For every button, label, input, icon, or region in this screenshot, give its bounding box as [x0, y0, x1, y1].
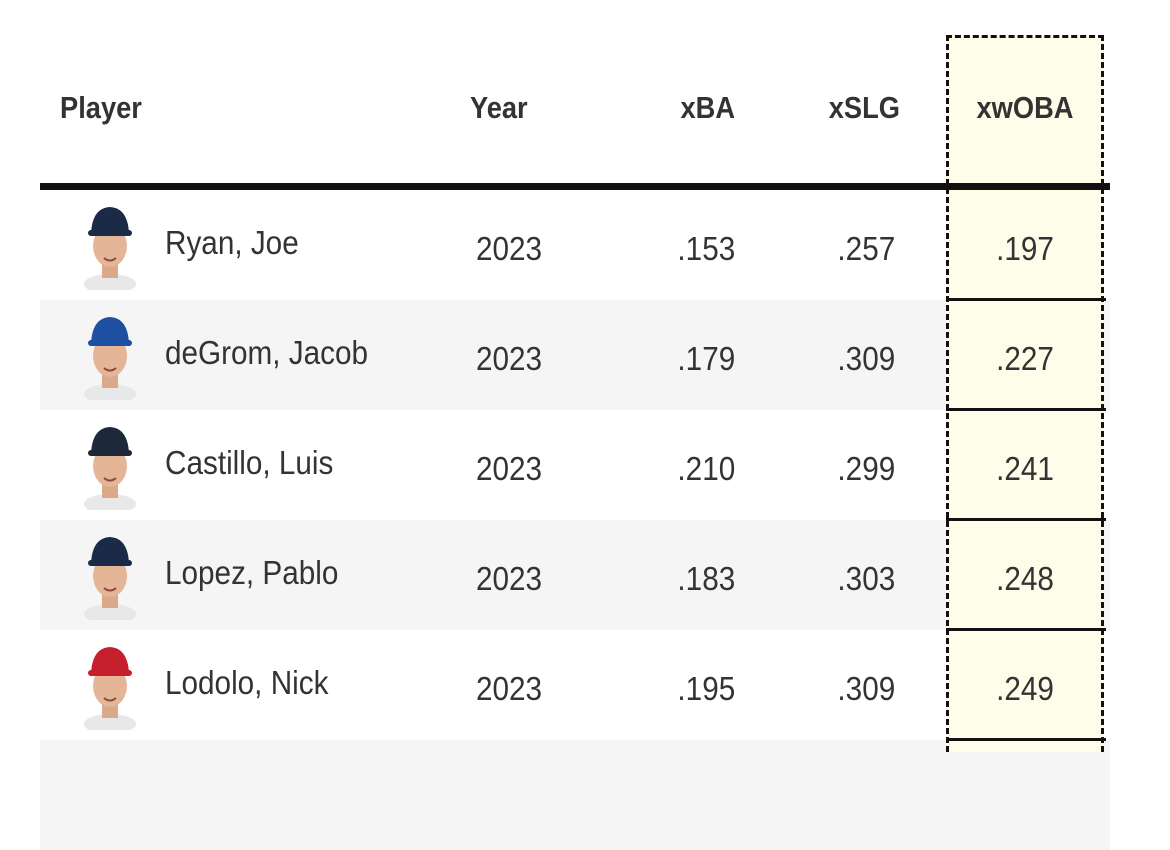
- year: 2023: [476, 340, 543, 377]
- player-photo: [84, 647, 136, 730]
- player-name: Castillo, Luis: [165, 444, 334, 481]
- player-photo: [84, 427, 136, 510]
- row-rule: [946, 628, 1106, 631]
- xwoba: .248: [996, 560, 1054, 597]
- player-name: Ryan, Joe: [165, 224, 299, 261]
- xwoba: .227: [996, 340, 1054, 377]
- highlight-column: [946, 35, 1104, 752]
- xba: .183: [677, 560, 735, 597]
- xba: .179: [677, 340, 735, 377]
- header-player: Player: [60, 90, 142, 125]
- header-rule: [40, 183, 1110, 190]
- year: 2023: [476, 670, 543, 707]
- header-xslg: xSLG: [828, 90, 900, 125]
- xslg: .309: [837, 670, 895, 707]
- header-year: Year: [470, 90, 528, 125]
- xslg: .303: [837, 560, 895, 597]
- row-rule: [946, 738, 1106, 741]
- player-name: deGrom, Jacob: [165, 334, 369, 371]
- row-rule: [946, 518, 1106, 521]
- row-bg: [40, 410, 1110, 520]
- xba: .195: [677, 670, 735, 707]
- xba: .210: [677, 450, 735, 487]
- row-bg: [40, 520, 1110, 630]
- player-photo: [84, 207, 136, 290]
- xba: .153: [677, 230, 735, 267]
- xwoba: .197: [996, 230, 1054, 267]
- header-xwoba: xwOBA: [976, 90, 1074, 125]
- xwoba: .241: [996, 450, 1054, 487]
- player-name: Lopez, Pablo: [165, 554, 339, 591]
- row-rule: [946, 408, 1106, 411]
- row-bg: [40, 190, 1110, 300]
- year: 2023: [476, 230, 543, 267]
- page: Player Year xBA xSLG xwOBA (() => { cons…: [40, 35, 1110, 752]
- row-bg: [40, 300, 1110, 410]
- player-name: Lodolo, Nick: [165, 664, 329, 701]
- player-photo: [84, 537, 136, 620]
- row-rule: [946, 298, 1106, 301]
- year: 2023: [476, 560, 543, 597]
- xslg: .299: [837, 450, 895, 487]
- player-photo: [84, 317, 136, 400]
- xwoba: .249: [996, 670, 1054, 707]
- row-bg: [40, 740, 1110, 850]
- xslg: .309: [837, 340, 895, 377]
- row-bg: [40, 630, 1110, 740]
- header-xba: xBA: [680, 90, 735, 125]
- year: 2023: [476, 450, 543, 487]
- xslg: .257: [837, 230, 895, 267]
